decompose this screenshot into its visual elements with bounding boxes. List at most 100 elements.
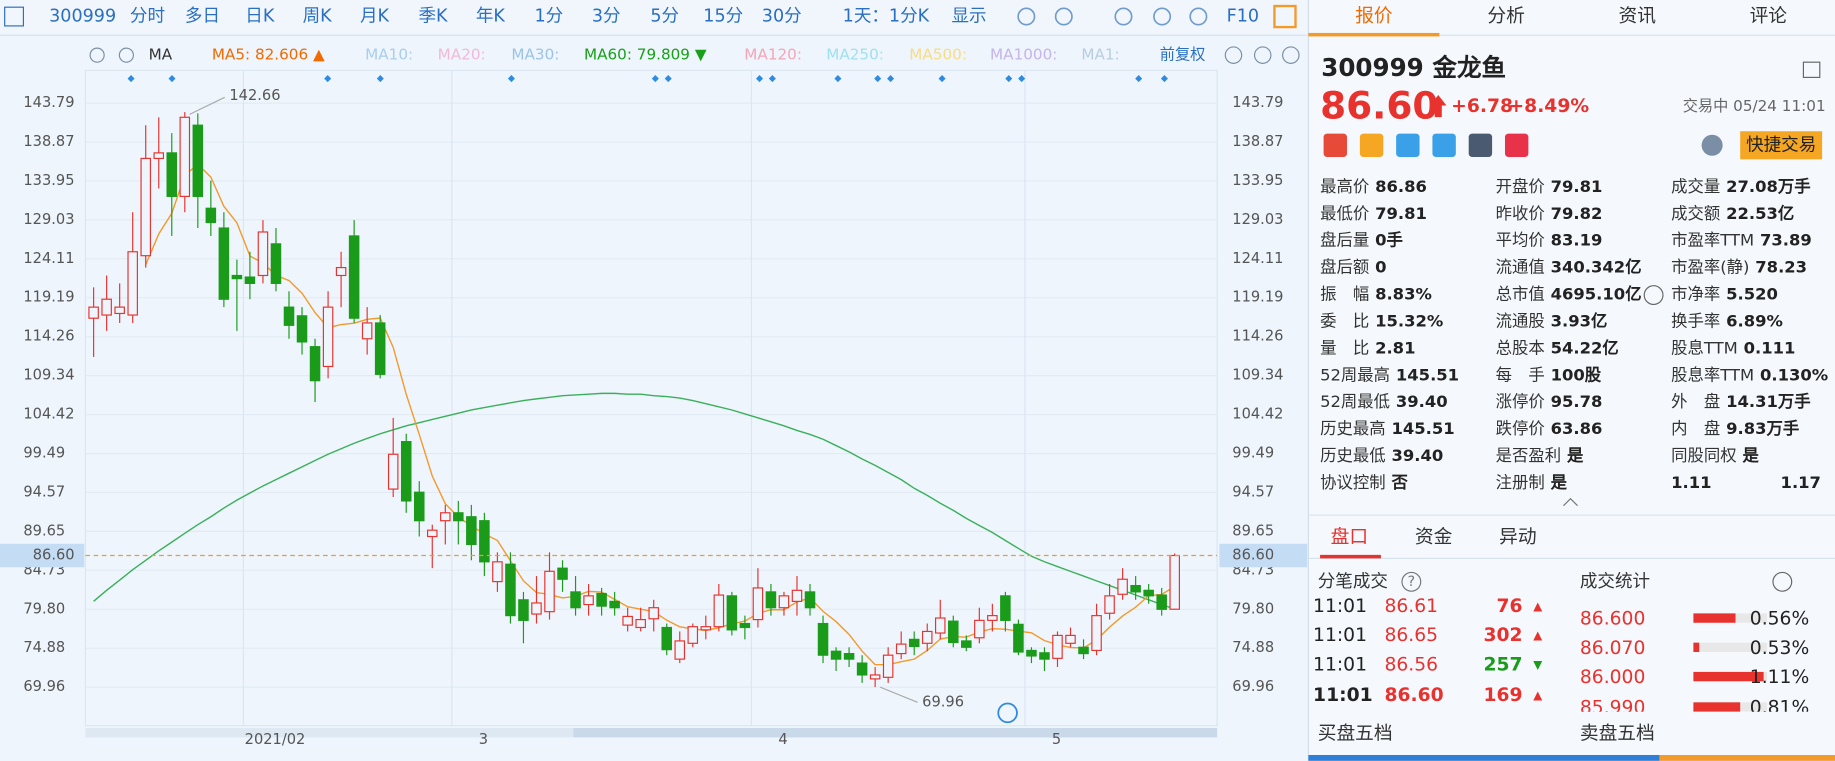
trade-price: 86.60 [1384, 685, 1443, 706]
candle-body [974, 619, 985, 639]
stat-bar [1693, 642, 1768, 653]
more-icon[interactable] [1643, 285, 1664, 306]
alert-icon[interactable] [1701, 134, 1723, 156]
locate-icon[interactable] [997, 702, 1018, 724]
panel-tab[interactable]: 盘口 [1331, 527, 1368, 548]
stat-label: 股息TTM [1671, 338, 1738, 357]
candle-body [830, 650, 842, 660]
help-icon[interactable]: ? [1408, 574, 1415, 590]
period-tab[interactable]: 年K [476, 7, 506, 27]
stat-value: 0.130% [1760, 365, 1828, 384]
candle-body [1026, 649, 1037, 657]
quote-panel [1308, 0, 1835, 761]
period-tab[interactable]: 3分 [592, 7, 621, 27]
quote-tab[interactable]: 评论 [1750, 6, 1788, 27]
trade-price: 86.61 [1384, 596, 1438, 617]
panel-tab[interactable]: 资金 [1415, 527, 1453, 548]
tool-icon[interactable] [1054, 7, 1073, 26]
close-icon[interactable] [118, 47, 134, 63]
tool-icon[interactable] [1153, 7, 1172, 26]
candle-body [153, 152, 165, 160]
trade-lists: 11:01 86.61 76 ▲ 11:01 86.65 302 ▲ 11:01 86.56 257… [1313, 596, 1809, 712]
stat-value: 27.08万手 [1726, 177, 1811, 196]
panel-toggle[interactable] [1273, 4, 1297, 29]
event-marker[interactable] [507, 75, 515, 83]
collapse-icon[interactable] [1802, 61, 1821, 78]
quote-tab[interactable]: 分析 [1487, 6, 1524, 27]
candle-body [114, 306, 125, 315]
tool-icon[interactable] [1189, 7, 1208, 26]
feature-icon[interactable] [1396, 133, 1420, 157]
low-pointer [879, 686, 918, 703]
quote-code: 300999 [1321, 53, 1424, 82]
candle-body [453, 512, 464, 522]
trade-direction: ▲ [1533, 688, 1542, 702]
tool-icon[interactable] [1114, 7, 1133, 26]
quick-trade-button[interactable] [1740, 131, 1823, 160]
zoom-icon[interactable] [1282, 46, 1300, 64]
trade-direction: ▲ [1533, 599, 1542, 613]
stat-price: 86.600 [1580, 609, 1646, 630]
zoom-icon[interactable] [1253, 46, 1272, 64]
candle-body [1104, 595, 1115, 614]
stat-value: 4695.10亿 [1551, 285, 1642, 304]
interval-select[interactable]: 1天：1分K [843, 7, 930, 27]
period-tab[interactable]: 5分 [650, 7, 679, 27]
trade-time: 11:01 [1313, 685, 1373, 706]
period-tab[interactable]: 周K [303, 7, 333, 27]
quote-change-pct: +8.49% [1508, 96, 1589, 117]
quick-trade-label[interactable]: 快捷交易 [1746, 135, 1816, 155]
sell-book[interactable]: 卖盘五档 [1580, 723, 1655, 744]
feature-icon[interactable] [1359, 133, 1384, 157]
stat-value: 86.86 [1375, 177, 1427, 196]
candle-body [348, 235, 360, 319]
y2-tick-label: 124.11 [1232, 250, 1283, 267]
candle-body [244, 276, 256, 284]
stat-value: 340.342亿 [1551, 258, 1642, 277]
candle-body [765, 591, 777, 609]
quote-tab[interactable]: 报价 [1355, 6, 1393, 27]
panel-tab[interactable]: 异动 [1499, 527, 1536, 548]
help-circle[interactable] [1401, 571, 1422, 592]
feature-icon[interactable] [1504, 133, 1529, 157]
candle-body [622, 615, 633, 626]
expand-arrow[interactable] [1563, 497, 1578, 507]
period-tab[interactable]: 季K [418, 7, 448, 27]
trade-volume: 76 [1496, 596, 1522, 617]
y-tick-label: 99.49 [23, 445, 65, 462]
candle-body [1091, 615, 1102, 652]
candle-body [166, 152, 178, 197]
scrollbar-thumb[interactable] [573, 728, 1218, 738]
y-tick-label: 133.95 [23, 172, 74, 189]
event-marker[interactable] [1160, 75, 1168, 83]
stat-label: 注册制 [1496, 473, 1545, 492]
feature-icon[interactable] [1432, 133, 1456, 157]
feature-icon[interactable] [1468, 133, 1493, 157]
stat-label: 是否盈利 [1496, 446, 1562, 465]
menu-icon[interactable] [1772, 571, 1793, 592]
y-tick-label: 74.88 [23, 639, 65, 656]
settings-icon[interactable] [89, 47, 105, 63]
last-price-label: 86.60 [1232, 547, 1274, 564]
period-tab[interactable]: 日K [245, 7, 275, 27]
feature-icon[interactable] [1323, 133, 1347, 157]
candle-body [1156, 594, 1167, 610]
buy-book[interactable]: 买盘五档 [1318, 723, 1393, 744]
sidebar-icon[interactable] [4, 6, 24, 27]
display-select[interactable]: 显示 [951, 7, 986, 27]
quote-tab[interactable]: 资讯 [1619, 6, 1657, 27]
stat-value: 83.19 [1551, 231, 1603, 250]
period-tab[interactable]: 分时 [130, 7, 165, 27]
period-tab[interactable]: 月K [360, 7, 390, 27]
tool-icon[interactable] [1017, 7, 1036, 26]
f10-button[interactable]: F10 [1227, 7, 1259, 27]
ma-title[interactable]: MA [149, 46, 173, 64]
zoom-icon[interactable] [1224, 46, 1243, 64]
period-tab[interactable]: 30分 [762, 7, 802, 27]
stat-label: 最低价 [1320, 204, 1369, 223]
candle-body [1078, 646, 1089, 655]
adjust-button[interactable]: 前复权 [1160, 46, 1206, 64]
period-tab[interactable]: 15分 [703, 7, 743, 27]
period-tab[interactable]: 多日 [185, 7, 220, 27]
period-tab[interactable]: 1分 [535, 7, 564, 27]
